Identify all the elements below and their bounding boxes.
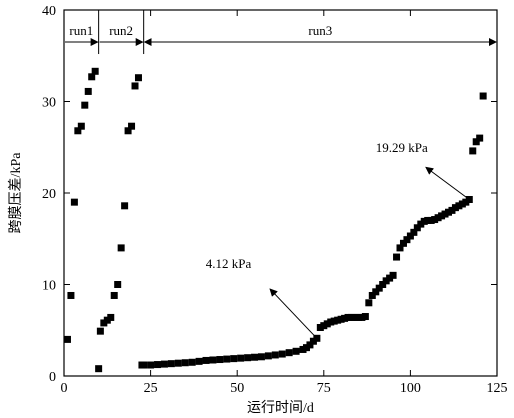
data-point bbox=[118, 244, 125, 251]
data-point bbox=[223, 356, 230, 363]
data-point bbox=[196, 358, 203, 365]
plot-frame bbox=[64, 10, 497, 376]
data-point bbox=[95, 365, 102, 372]
x-tick-label: 50 bbox=[230, 381, 244, 396]
data-point bbox=[107, 314, 114, 321]
x-tick-label: 0 bbox=[61, 381, 68, 396]
data-point bbox=[279, 351, 286, 358]
data-point bbox=[147, 362, 154, 369]
annotation-label: 19.29 kPa bbox=[376, 140, 428, 155]
data-point bbox=[128, 123, 135, 130]
x-tick-label: 25 bbox=[144, 381, 158, 396]
data-point bbox=[78, 123, 85, 130]
axes: 0 25 50 75 100 125 0 10 20 30 40 bbox=[42, 4, 508, 396]
data-point bbox=[293, 348, 300, 355]
data-point bbox=[132, 82, 139, 89]
data-point bbox=[230, 355, 237, 362]
data-point bbox=[140, 362, 147, 369]
y-tick-label: 40 bbox=[42, 4, 56, 19]
x-axis-label: 运行时间/d bbox=[247, 400, 314, 416]
y-tick-label: 10 bbox=[42, 279, 56, 294]
data-points bbox=[64, 68, 487, 372]
y-tick-label: 20 bbox=[42, 187, 56, 202]
data-point bbox=[67, 292, 74, 299]
annotation-arrow bbox=[270, 289, 317, 338]
data-point bbox=[237, 355, 244, 362]
data-point bbox=[480, 93, 487, 100]
data-point bbox=[286, 349, 293, 356]
data-point bbox=[64, 336, 71, 343]
data-point bbox=[393, 254, 400, 261]
run-label: run1 bbox=[69, 23, 93, 38]
data-point bbox=[258, 353, 265, 360]
data-point bbox=[135, 74, 142, 81]
y-axis-label: 跨膜压差/kPa bbox=[8, 152, 24, 234]
data-point bbox=[272, 351, 279, 358]
data-point bbox=[203, 357, 210, 364]
data-point bbox=[175, 360, 182, 367]
data-point bbox=[209, 356, 216, 363]
data-point bbox=[182, 359, 189, 366]
data-point bbox=[114, 281, 121, 288]
annotation-arrow bbox=[426, 167, 469, 199]
data-point bbox=[362, 313, 369, 320]
data-point bbox=[81, 102, 88, 109]
data-point bbox=[92, 68, 99, 75]
data-point bbox=[251, 354, 258, 361]
data-point bbox=[265, 352, 272, 359]
y-tick-label: 30 bbox=[42, 96, 56, 111]
data-point bbox=[390, 272, 397, 279]
x-tick-label: 75 bbox=[317, 381, 331, 396]
x-tick-label: 125 bbox=[487, 381, 508, 396]
data-point bbox=[469, 147, 476, 154]
data-point bbox=[97, 328, 104, 335]
data-point bbox=[365, 299, 372, 306]
data-point bbox=[216, 356, 223, 363]
data-point bbox=[476, 135, 483, 142]
annotation-label: 4.12 kPa bbox=[206, 256, 252, 271]
run-label: run3 bbox=[308, 23, 332, 38]
data-point bbox=[189, 359, 196, 366]
data-point bbox=[71, 199, 78, 206]
data-point bbox=[154, 361, 161, 368]
data-point bbox=[111, 292, 118, 299]
y-tick-label: 0 bbox=[49, 370, 56, 385]
data-point bbox=[161, 361, 168, 368]
data-point bbox=[168, 360, 175, 367]
annotations: run1 run2 run3 4.12 kPa 19.29 kPa bbox=[65, 10, 496, 338]
data-point bbox=[85, 88, 92, 95]
data-point bbox=[244, 354, 251, 361]
x-tick-label: 100 bbox=[400, 381, 421, 396]
data-point bbox=[121, 202, 128, 209]
run-label: run2 bbox=[109, 23, 133, 38]
